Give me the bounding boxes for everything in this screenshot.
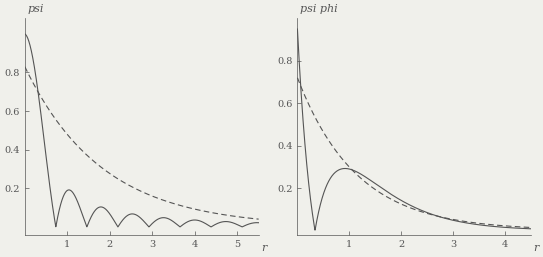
Text: r: r [261,243,267,253]
Text: psi: psi [27,4,43,14]
Text: r: r [534,243,539,253]
Text: psi phi: psi phi [300,4,337,14]
